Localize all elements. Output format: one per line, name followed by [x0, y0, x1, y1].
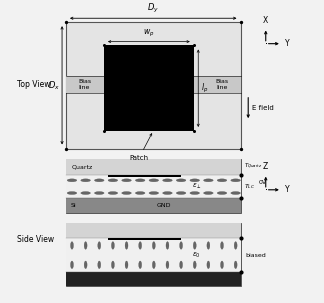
Ellipse shape: [149, 191, 159, 195]
Bar: [65, 159, 241, 213]
Ellipse shape: [81, 179, 90, 182]
Text: Bias
line: Bias line: [78, 79, 91, 90]
Ellipse shape: [190, 179, 200, 182]
Ellipse shape: [135, 191, 145, 195]
Text: Patch: Patch: [130, 134, 152, 161]
Ellipse shape: [152, 242, 155, 249]
Bar: [65, 159, 241, 175]
Ellipse shape: [67, 179, 77, 182]
Ellipse shape: [149, 179, 159, 182]
Text: Side View: Side View: [17, 235, 54, 244]
Ellipse shape: [217, 191, 227, 195]
Ellipse shape: [111, 242, 114, 249]
Ellipse shape: [176, 191, 186, 195]
Ellipse shape: [179, 242, 182, 249]
Ellipse shape: [84, 261, 87, 268]
Ellipse shape: [190, 191, 200, 195]
Bar: [65, 76, 241, 93]
Ellipse shape: [94, 179, 104, 182]
Text: X: X: [263, 16, 268, 25]
Ellipse shape: [166, 242, 169, 249]
Text: $l_p$: $l_p$: [201, 82, 208, 95]
Ellipse shape: [81, 191, 90, 195]
Text: Bias
line: Bias line: [215, 79, 228, 90]
Bar: [65, 223, 241, 238]
Ellipse shape: [67, 191, 77, 195]
Ellipse shape: [98, 261, 101, 268]
Text: Z: Z: [263, 162, 268, 171]
Text: GND: GND: [157, 203, 171, 208]
Bar: [65, 223, 241, 286]
Ellipse shape: [231, 179, 240, 182]
Bar: [65, 272, 241, 286]
Ellipse shape: [221, 242, 224, 249]
Bar: [65, 198, 241, 213]
Text: Y: Y: [285, 185, 289, 194]
Ellipse shape: [176, 179, 186, 182]
Text: Quartz: Quartz: [72, 165, 93, 170]
Bar: [65, 175, 241, 198]
Ellipse shape: [193, 242, 196, 249]
Ellipse shape: [94, 191, 104, 195]
Ellipse shape: [108, 179, 118, 182]
Ellipse shape: [203, 191, 213, 195]
Text: biased: biased: [245, 253, 266, 258]
Bar: [108, 175, 181, 177]
Ellipse shape: [203, 179, 213, 182]
Text: Top View: Top View: [17, 80, 51, 89]
Ellipse shape: [71, 261, 74, 268]
Ellipse shape: [125, 242, 128, 249]
Text: Y: Y: [285, 39, 289, 48]
Ellipse shape: [217, 179, 227, 182]
Ellipse shape: [221, 261, 224, 268]
Ellipse shape: [166, 261, 169, 268]
Ellipse shape: [122, 191, 131, 195]
Ellipse shape: [98, 242, 101, 249]
Text: $\varepsilon_0$: $\varepsilon_0$: [192, 251, 201, 260]
Ellipse shape: [234, 242, 237, 249]
Ellipse shape: [125, 261, 128, 268]
Ellipse shape: [139, 242, 142, 249]
Ellipse shape: [207, 261, 210, 268]
Ellipse shape: [179, 261, 182, 268]
Ellipse shape: [193, 261, 196, 268]
Ellipse shape: [234, 261, 237, 268]
Ellipse shape: [108, 191, 118, 195]
Bar: [108, 238, 181, 240]
Ellipse shape: [122, 179, 131, 182]
Ellipse shape: [84, 242, 87, 249]
Text: $D_y$: $D_y$: [147, 2, 159, 15]
Text: $T_{Quartz}$: $T_{Quartz}$: [244, 162, 263, 171]
Ellipse shape: [135, 179, 145, 182]
Text: $D_x$: $D_x$: [48, 79, 60, 92]
Ellipse shape: [152, 261, 155, 268]
Text: $w_p$: $w_p$: [143, 28, 155, 39]
Bar: [65, 22, 241, 149]
Text: $\varepsilon_\perp$: $\varepsilon_\perp$: [192, 182, 202, 191]
Text: Si: Si: [71, 203, 76, 208]
Ellipse shape: [207, 242, 210, 249]
Ellipse shape: [139, 261, 142, 268]
Text: E field: E field: [252, 105, 273, 111]
Ellipse shape: [163, 179, 172, 182]
Ellipse shape: [111, 261, 114, 268]
Ellipse shape: [163, 191, 172, 195]
Text: 0V: 0V: [259, 180, 267, 185]
Bar: [104, 45, 194, 131]
Ellipse shape: [71, 242, 74, 249]
Ellipse shape: [231, 191, 240, 195]
Bar: [65, 238, 241, 272]
Text: $T_{LC}$: $T_{LC}$: [244, 182, 256, 191]
